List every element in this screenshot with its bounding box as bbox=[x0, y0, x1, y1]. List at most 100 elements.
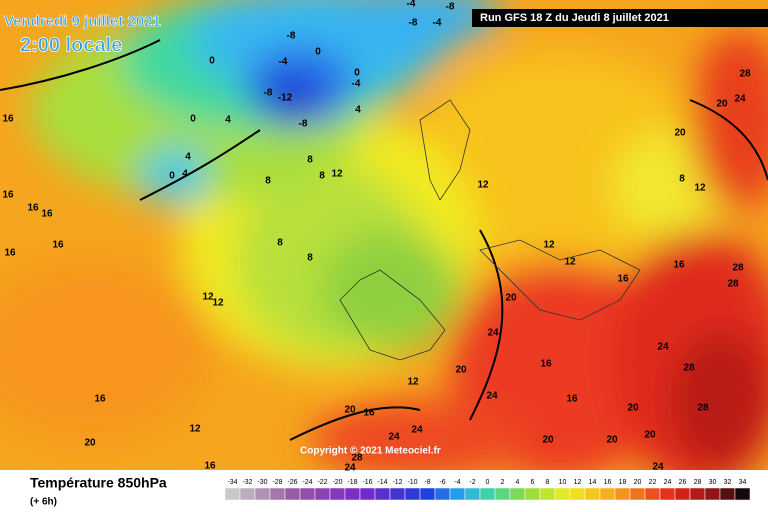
scale-label: 6 bbox=[531, 479, 535, 486]
contour-label: -8 bbox=[409, 18, 418, 29]
contour-label: 24 bbox=[734, 94, 746, 105]
contour-label: 16 bbox=[617, 274, 629, 285]
scale-swatch bbox=[509, 487, 526, 501]
scale-label: 16 bbox=[604, 479, 612, 486]
scale-swatch bbox=[269, 487, 286, 501]
scale-label: -6 bbox=[439, 479, 445, 486]
scale-label: -24 bbox=[302, 479, 312, 486]
contour-label: 0 bbox=[315, 47, 321, 58]
scale-label: 20 bbox=[634, 479, 642, 486]
scale-label: 28 bbox=[694, 479, 702, 486]
scale-label: -20 bbox=[332, 479, 342, 486]
contour-label: 28 bbox=[697, 403, 709, 414]
scale-swatch bbox=[284, 487, 301, 501]
contour-label: -4 bbox=[407, 0, 416, 10]
contour-label: 4 bbox=[225, 115, 231, 126]
contour-label: 8 bbox=[307, 155, 313, 166]
scale-swatch bbox=[344, 487, 361, 501]
contour-label: 8 bbox=[319, 171, 325, 182]
scale-swatch bbox=[449, 487, 466, 501]
scale-swatch bbox=[464, 487, 481, 501]
scale-label: 22 bbox=[649, 479, 657, 486]
contour-label: 24 bbox=[411, 425, 423, 436]
scale-label: -12 bbox=[392, 479, 402, 486]
contour-label: 8 bbox=[679, 174, 685, 185]
copyright: Copyright © 2021 Meteociel.fr bbox=[300, 446, 441, 457]
contour-label: 24 bbox=[486, 391, 498, 402]
time: 2:00 locale bbox=[20, 34, 122, 56]
contour-label: 16 bbox=[41, 209, 53, 220]
scale-swatch bbox=[254, 487, 271, 501]
contour-label: 16 bbox=[2, 114, 14, 125]
contour-label: 20 bbox=[542, 435, 554, 446]
contour-label: -4 bbox=[433, 18, 442, 29]
scale-label: 2 bbox=[501, 479, 505, 486]
contour-label: 16 bbox=[540, 359, 552, 370]
scale-label: -2 bbox=[469, 479, 475, 486]
contour-label: -4 bbox=[352, 79, 361, 90]
contour-label: 0 bbox=[169, 171, 175, 182]
scale-label: -14 bbox=[377, 479, 387, 486]
contour-label: 16 bbox=[4, 248, 16, 259]
scale-label: 18 bbox=[619, 479, 627, 486]
scale-label: -8 bbox=[424, 479, 430, 486]
scale-swatch bbox=[224, 487, 241, 501]
scale-label: 34 bbox=[739, 479, 747, 486]
run-box bbox=[472, 9, 768, 27]
scale-label: -28 bbox=[272, 479, 282, 486]
contour-label: 24 bbox=[388, 432, 400, 443]
contour-label: 8 bbox=[307, 253, 313, 264]
contour-label: 12 bbox=[694, 183, 706, 194]
contour-label: 0 bbox=[190, 114, 196, 125]
contour-label: 16 bbox=[673, 260, 685, 271]
contour-label: 20 bbox=[606, 435, 618, 446]
contour-label: 16 bbox=[2, 190, 14, 201]
contour-label: 20 bbox=[674, 128, 686, 139]
contour-label: 4 bbox=[185, 152, 191, 163]
scale-label: -10 bbox=[407, 479, 417, 486]
contour-label: 12 bbox=[189, 424, 201, 435]
scale-swatch bbox=[584, 487, 601, 501]
scale-label: 24 bbox=[664, 479, 672, 486]
date: Vendredi 9 juillet 2021 bbox=[4, 13, 161, 30]
scale-label: -16 bbox=[362, 479, 372, 486]
scale-label: 26 bbox=[679, 479, 687, 486]
contour-label: -8 bbox=[287, 31, 296, 42]
scale-swatch bbox=[689, 487, 706, 501]
temperature-field bbox=[0, 0, 768, 470]
contour-label: -8 bbox=[299, 119, 308, 130]
contour-label: 16 bbox=[94, 394, 106, 405]
contour-label: 16 bbox=[566, 394, 578, 405]
scale-label: 10 bbox=[559, 479, 567, 486]
scale-label: -34 bbox=[227, 479, 237, 486]
legend-title: Température 850hPa bbox=[30, 475, 167, 491]
scale-swatch bbox=[404, 487, 421, 501]
contour-label: 20 bbox=[627, 403, 639, 414]
contour-label: 8 bbox=[277, 238, 283, 249]
scale-label: -18 bbox=[347, 479, 357, 486]
scale-label: -32 bbox=[242, 479, 252, 486]
contour-label: 20 bbox=[644, 430, 656, 441]
scale-swatch bbox=[614, 487, 631, 501]
color-scale: -34 -32 -30 -28 -26 -24 -22 -20 -18 -16 -14 -12 -10-… bbox=[224, 479, 751, 501]
contour-label: 20 bbox=[84, 438, 96, 449]
contour-label: 12 bbox=[212, 298, 224, 309]
contour-label: 28 bbox=[739, 69, 751, 80]
scale-swatch bbox=[479, 487, 496, 501]
scale-label: 4 bbox=[516, 479, 520, 486]
contour-label: 16 bbox=[204, 461, 216, 472]
scale-label: -30 bbox=[257, 479, 267, 486]
contour-label: 16 bbox=[52, 240, 64, 251]
scale-swatch bbox=[539, 487, 556, 501]
scale-swatch bbox=[674, 487, 691, 501]
scale-swatch bbox=[359, 487, 376, 501]
contour-label: 8 bbox=[265, 176, 271, 187]
scale-label: 14 bbox=[589, 479, 597, 486]
contour-label: -12 bbox=[278, 93, 293, 104]
scale-swatch bbox=[734, 487, 751, 501]
scale-label: -22 bbox=[317, 479, 327, 486]
contour-label: 24 bbox=[657, 342, 669, 353]
contour-label: -4 bbox=[279, 57, 288, 68]
